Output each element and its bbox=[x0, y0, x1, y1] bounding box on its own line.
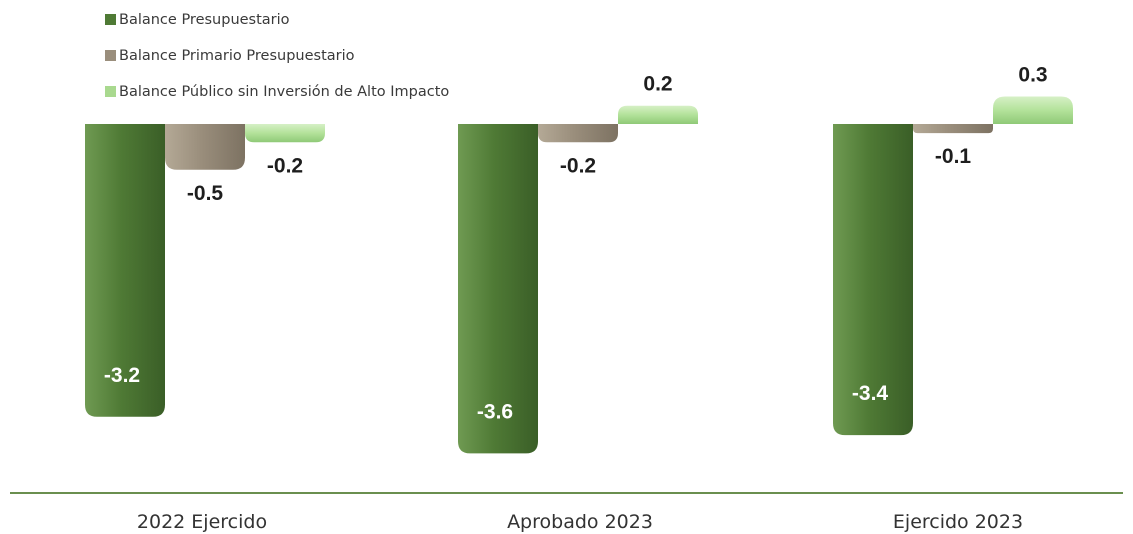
bar-s3-c2 bbox=[618, 105, 698, 124]
value-label-s3-c2: 0.2 bbox=[643, 73, 672, 96]
value-label-s3-c1: -0.2 bbox=[267, 154, 303, 177]
bar-s3-c3 bbox=[993, 96, 1073, 124]
category-labels-group: 2022 Ejercido Aprobado 2023 Ejercido 2023 bbox=[137, 511, 1023, 533]
legend-label-3: Balance Público sin Inversión de Alto Im… bbox=[119, 84, 449, 100]
bar-s2-c1 bbox=[165, 124, 245, 170]
legend-swatch-3 bbox=[105, 86, 116, 97]
category-label-1: 2022 Ejercido bbox=[137, 511, 267, 533]
value-labels-group: -3.2 -3.6 -3.4 -0.5 -0.2 -0.1 -0.2 0.2 0.3 bbox=[104, 64, 1048, 424]
value-label-s2-c3: -0.1 bbox=[935, 145, 972, 168]
value-label-s2-c2: -0.2 bbox=[560, 154, 596, 177]
bar-s1-c2 bbox=[458, 124, 538, 454]
value-label-s1-c3: -3.4 bbox=[852, 382, 889, 405]
legend-label-2: Balance Primario Presupuestario bbox=[119, 48, 355, 64]
bars-group bbox=[85, 96, 1073, 454]
legend-swatch-2 bbox=[105, 50, 116, 61]
value-label-s1-c1: -3.2 bbox=[104, 364, 140, 387]
legend: Balance Presupuestario Balance Primario P… bbox=[105, 12, 449, 100]
bar-s2-c2 bbox=[538, 124, 618, 143]
legend-swatch-1 bbox=[105, 14, 116, 25]
bar-s1-c3 bbox=[833, 124, 913, 436]
value-label-s1-c2: -3.6 bbox=[477, 400, 513, 423]
bar-s2-c3 bbox=[913, 124, 993, 134]
value-label-s3-c3: 0.3 bbox=[1018, 64, 1047, 87]
legend-label-1: Balance Presupuestario bbox=[119, 12, 290, 28]
value-label-s2-c1: -0.5 bbox=[187, 182, 224, 205]
category-label-2: Aprobado 2023 bbox=[507, 511, 653, 533]
category-label-3: Ejercido 2023 bbox=[893, 511, 1023, 533]
bar-s3-c1 bbox=[245, 124, 325, 143]
bar-s1-c1 bbox=[85, 124, 165, 417]
